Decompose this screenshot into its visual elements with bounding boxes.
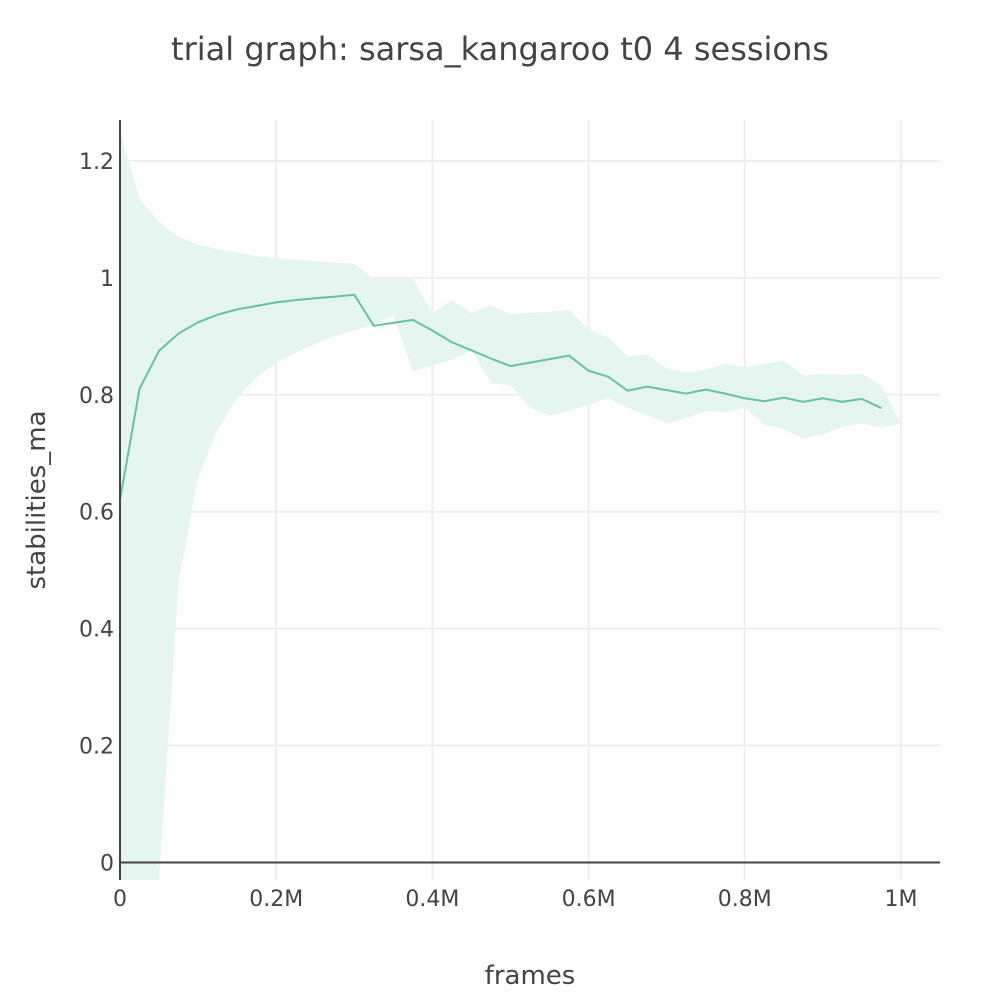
x-tick-label: 0.2M [249,887,303,912]
y-tick-label: 0.6 [79,501,114,526]
y-axis-title: stabilities_ma [22,410,52,589]
y-tick-label: 0.8 [79,384,114,409]
chart-title: trial graph: sarsa_kangaroo t0 4 session… [171,30,829,68]
axis-layer [119,120,940,880]
x-tick-label: 1M [884,887,917,912]
series-band [120,131,901,880]
x-tick-label: 0.4M [405,887,459,912]
line-layer [119,293,882,501]
y-tick-label: 0 [100,851,114,876]
y-tick-label: 0.4 [79,618,114,643]
x-tick-label: 0.6M [562,887,616,912]
y-tick-label: 1.2 [79,150,114,175]
x-tick-label: 0.8M [718,887,772,912]
y-tick-label: 1 [100,267,114,292]
band-layer [120,131,901,880]
series-line [119,293,882,501]
x-axis-title: frames [485,961,576,991]
tick-layer: 0 0.2M 0.4M 0.6M 0.8M 1M 0 0.2 0.4 0.6 0.8 1 1.2 [79,150,917,912]
x-tick-label: 0 [113,887,127,912]
y-tick-label: 0.2 [79,735,114,760]
grid-layer [120,120,940,880]
